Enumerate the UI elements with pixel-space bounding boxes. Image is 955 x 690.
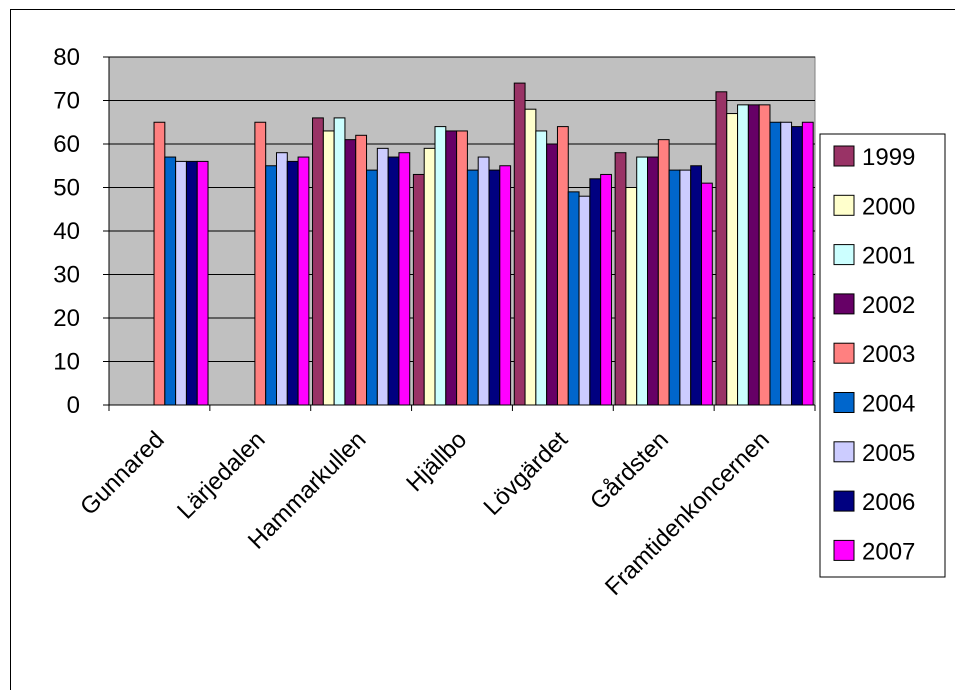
- bar-2003-framtidenkoncernen: [758, 104, 771, 406]
- bar-2005-hammarkullen: [376, 147, 389, 406]
- legend-label-2004: 2004: [862, 391, 915, 418]
- bar-2005-lövgärdet: [578, 195, 591, 406]
- y-tick-label: 70: [53, 88, 80, 115]
- bar-2005-lärjedalen: [275, 152, 288, 406]
- bar-2007-hammarkullen: [398, 152, 411, 406]
- bar-2007-gårdsten: [701, 182, 713, 406]
- legend-label-2005: 2005: [862, 440, 915, 467]
- bar-2006-gårdsten: [690, 165, 703, 406]
- y-tick-label: 60: [53, 131, 80, 158]
- bar-2001-gårdsten: [636, 156, 649, 406]
- bar-2005-framtidenkoncernen: [780, 121, 793, 406]
- y-tick-label: 50: [53, 175, 80, 202]
- bar-2006-lövgärdet: [589, 178, 602, 406]
- bar-2007-hjällbo: [499, 165, 512, 406]
- bar-2006-framtidenkoncernen: [791, 126, 803, 406]
- y-tick-label: 80: [53, 44, 80, 71]
- legend-swatch-1999: [833, 145, 855, 167]
- bar-1999-gårdsten: [614, 152, 627, 406]
- bar-2003-lövgärdet: [556, 126, 569, 406]
- bar-2006-hammarkullen: [387, 156, 400, 406]
- y-axis-ticks: 0 10 20 30 40 50 60 70 80: [53, 44, 109, 419]
- legend-label-2001: 2001: [862, 243, 915, 270]
- bar-1999-framtidenkoncernen: [715, 91, 728, 406]
- bar-2003-gårdsten: [657, 139, 670, 406]
- legend-label-2007: 2007: [862, 538, 915, 565]
- legend-swatch-2007: [833, 539, 855, 561]
- bar-2007-framtidenkoncernen: [801, 121, 814, 406]
- legend-label-2000: 2000: [862, 193, 915, 220]
- bar-1999-hammarkullen: [312, 117, 324, 406]
- bar-2005-gårdsten: [679, 169, 692, 406]
- bar-2003-hjällbo: [456, 130, 468, 406]
- bar-2003-hammarkullen: [355, 134, 368, 406]
- bar-2000-lövgärdet: [524, 108, 537, 406]
- chart-frame: [10, 9, 955, 690]
- legend-label-2006: 2006: [862, 489, 915, 516]
- x-category-label: Gårdsten: [585, 426, 674, 515]
- legend: 1999 2000 2001 2002 2003 2004 2005 2006 2007: [819, 133, 946, 578]
- legend-swatch-2006: [833, 490, 855, 512]
- legend-swatch-2001: [833, 244, 855, 266]
- y-tick-label: 20: [53, 305, 80, 332]
- bar-2006-lärjedalen: [286, 160, 299, 406]
- bar-2000-gårdsten: [625, 187, 638, 406]
- bar-2000-framtidenkoncernen: [726, 113, 739, 406]
- legend-label-2002: 2002: [862, 292, 915, 319]
- bar-1999-lövgärdet: [513, 82, 526, 406]
- bar-1999-hjällbo: [412, 173, 425, 406]
- bar-2002-hammarkullen: [344, 139, 357, 406]
- bar-2002-hjällbo: [445, 130, 458, 406]
- bar-2004-lövgärdet: [567, 191, 580, 406]
- y-tick-label: 40: [53, 218, 80, 245]
- bar-2006-gunnared: [185, 160, 198, 406]
- bar-2004-hammarkullen: [366, 169, 378, 406]
- bar-2001-framtidenkoncernen: [737, 104, 749, 406]
- bar-2002-framtidenkoncernen: [747, 104, 760, 406]
- x-category-label: Hjällbo: [401, 426, 472, 497]
- bar-2001-hammarkullen: [333, 117, 346, 406]
- bar-2004-hjällbo: [466, 169, 479, 406]
- bar-2000-hjällbo: [423, 147, 436, 406]
- legend-swatch-2005: [833, 441, 855, 463]
- y-tick-label: 30: [53, 262, 80, 289]
- bar-2003-lärjedalen: [254, 121, 267, 406]
- bar-2004-lärjedalen: [265, 165, 277, 406]
- x-category-label: Lövgärdet: [479, 426, 574, 521]
- bar-2004-framtidenkoncernen: [769, 121, 782, 406]
- bar-2005-hjällbo: [477, 156, 490, 406]
- bar-2007-gunnared: [196, 160, 209, 406]
- x-category-label: Framtidenkoncernen: [600, 426, 775, 601]
- legend-swatch-2002: [833, 293, 855, 315]
- bar-2007-lövgärdet: [600, 173, 612, 406]
- legend-swatch-2003: [833, 342, 855, 364]
- y-tick-label: 0: [67, 392, 80, 419]
- legend-label-1999: 1999: [862, 144, 915, 171]
- bar-2001-hjällbo: [434, 126, 447, 406]
- bar-2003-gunnared: [153, 121, 166, 406]
- bar-2006-hjällbo: [488, 169, 501, 406]
- bar-2004-gårdsten: [668, 169, 681, 406]
- y-tick-label: 10: [53, 349, 80, 376]
- legend-swatch-2004: [833, 392, 855, 413]
- bar-2002-gårdsten: [647, 156, 659, 406]
- bar-2004-gunnared: [164, 156, 177, 406]
- legend-label-2003: 2003: [862, 341, 915, 368]
- bar-2007-lärjedalen: [297, 156, 310, 406]
- bar-2001-lövgärdet: [535, 130, 548, 406]
- bar-2000-hammarkullen: [322, 130, 335, 406]
- x-category-label: Gunnared: [75, 426, 170, 521]
- bar-2002-lövgärdet: [546, 143, 558, 406]
- x-category-label: Lärjedalen: [172, 426, 270, 524]
- bar-2005-gunnared: [175, 160, 187, 406]
- legend-swatch-2000: [833, 194, 855, 216]
